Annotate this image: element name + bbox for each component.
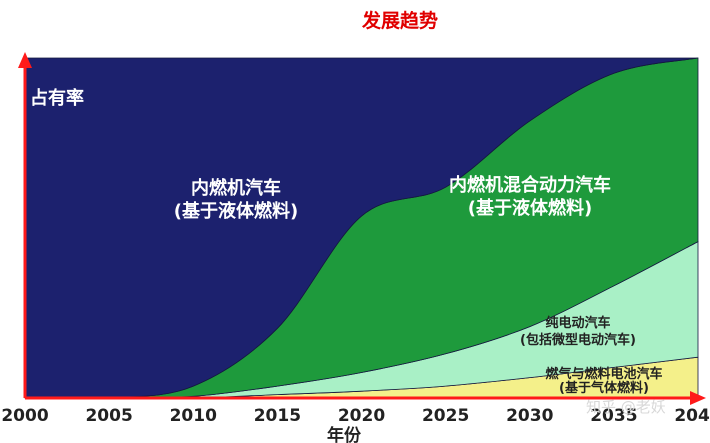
x-tick-2015: 2015 (254, 406, 301, 426)
area-label-hybrid-ice-line2: (基于液体燃料) (468, 197, 592, 219)
stacked-areas (24, 57, 699, 400)
x-tick-2005: 2005 (85, 406, 132, 426)
area-label-pure-ev-line2: (包括微型电动汽车) (520, 332, 636, 348)
chart-title: 发展趋势 (361, 10, 438, 32)
x-axis-arrow (690, 391, 706, 405)
area-label-hybrid-ice-line1: 内燃机混合动力汽车 (449, 174, 611, 196)
x-tick-2025: 2025 (422, 406, 469, 426)
x-tick-2000: 2000 (1, 406, 48, 426)
x-tick-2030: 2030 (506, 406, 553, 426)
y-axis-label: 占有率 (30, 87, 84, 109)
area-label-pure-ev-line1: 纯电动汽车 (545, 315, 610, 331)
x-axis-label: 年份 (327, 425, 362, 443)
area-label-ice-line1: 内燃机汽车 (191, 177, 281, 199)
area-label-ice-line2: (基于液体燃料) (174, 200, 298, 222)
x-tick-2010: 2010 (170, 406, 217, 426)
x-tick-2020: 2020 (338, 406, 385, 426)
x-tick-2035: 2035 (590, 406, 637, 426)
axes (18, 52, 706, 405)
y-axis-arrow (18, 52, 32, 68)
watermark: 知乎 @老妖 (586, 398, 666, 416)
area-label-gas-fuelcell-line1: 燃气与燃料电池汽车 (545, 366, 662, 382)
area-ice (24, 57, 699, 400)
area-label-gas-fuelcell-line2: (基于气体燃料) (559, 380, 649, 396)
x-tick-2040: 2040 (674, 406, 710, 426)
area-labels: 燃气与燃料电池汽车(基于气体燃料) 纯电动汽车(包括微型电动汽车) 内燃机混合动力汽… (174, 174, 663, 396)
x-tick-labels: 2000 2005 2010 2015 2020 2025 2030 2035 2040 (1, 406, 710, 426)
